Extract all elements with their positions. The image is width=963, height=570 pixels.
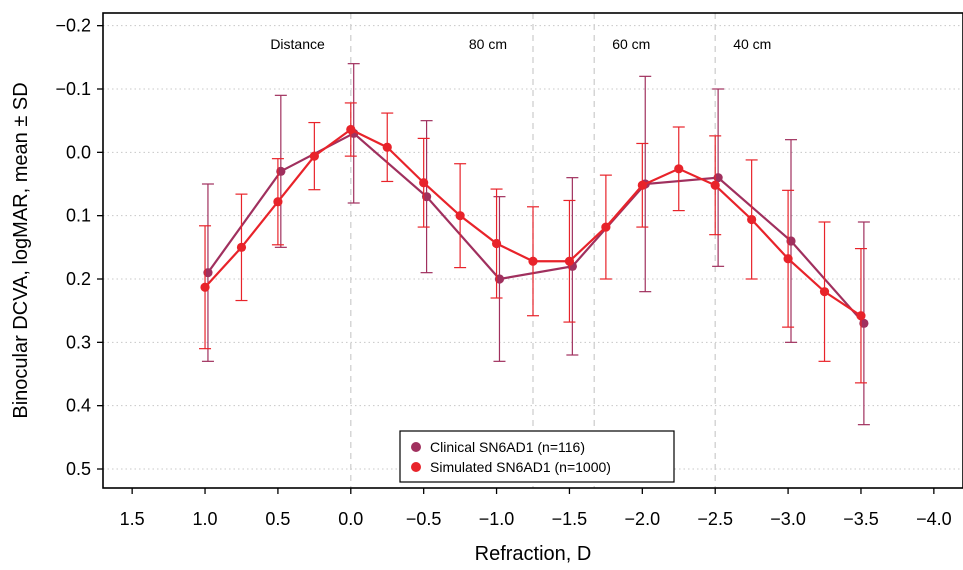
legend-label-simulated: Simulated SN6AD1 (n=1000) [430, 459, 611, 475]
data-point [236, 242, 247, 252]
y-tick-label: −0.2 [55, 16, 91, 36]
data-point [203, 268, 213, 278]
reference-line-label: Distance [270, 36, 325, 52]
data-point [273, 197, 283, 207]
data-point [819, 287, 830, 297]
data-point [491, 238, 502, 249]
data-point [713, 173, 723, 183]
data-point [783, 254, 793, 264]
x-tick-label: 0.5 [265, 509, 290, 529]
data-point [859, 318, 869, 328]
x-tick-label: −2.5 [697, 509, 733, 529]
reference-line-label: 40 cm [733, 36, 771, 52]
reference-line-label: 60 cm [612, 36, 650, 52]
data-point [419, 178, 429, 188]
y-tick-label: 0.4 [66, 396, 91, 416]
y-axis: −0.2 −0.1 0.0 0.1 0.2 0.3 0.4 0.5 [55, 16, 103, 479]
data-point [421, 192, 432, 202]
data-point [710, 180, 720, 190]
data-point [528, 256, 538, 266]
reference-lines: Distance 80 cm 60 cm 40 cm [270, 13, 771, 488]
legend-box [399, 430, 675, 483]
series-layer [199, 63, 870, 426]
x-tick-label: 0.0 [338, 509, 363, 529]
data-point [564, 256, 575, 266]
legend: Clinical SN6AD1 (n=116) Simulated SN6AD1… [399, 430, 675, 483]
x-tick-label: −1.5 [552, 509, 588, 529]
data-point [309, 151, 319, 161]
series-1 [199, 102, 867, 384]
data-point [601, 222, 611, 232]
x-tick-label: −2.0 [625, 509, 661, 529]
data-point [494, 274, 505, 284]
plot-frame [102, 12, 963, 489]
data-point [382, 142, 392, 152]
data-point [276, 166, 286, 176]
x-tick-label: −3.0 [770, 509, 806, 529]
x-tick-label: 1.5 [120, 509, 145, 529]
y-tick-label: 0.5 [66, 459, 91, 479]
series-line [207, 132, 865, 325]
y-axis-title: Binocular DCVA, logMAR, mean ± SD [10, 82, 32, 418]
x-tick-label: −0.5 [406, 509, 442, 529]
data-point [200, 282, 210, 292]
legend-marker-simulated [411, 462, 421, 472]
data-point [346, 124, 356, 135]
x-tick-label: 1.0 [193, 509, 218, 529]
legend-marker-clinical [411, 442, 421, 452]
series-0 [201, 63, 870, 426]
x-tick-label: −3.5 [843, 509, 879, 529]
data-point [674, 164, 684, 174]
data-point [455, 211, 465, 221]
y-tick-label: −0.1 [55, 79, 91, 99]
data-point [786, 236, 796, 246]
data-point [856, 311, 866, 321]
legend-label-clinical: Clinical SN6AD1 (n=116) [430, 439, 585, 455]
y-tick-label: 0.2 [66, 269, 91, 289]
y-tick-label: 0.0 [66, 142, 91, 162]
x-axis-title: Refraction, D [475, 543, 592, 565]
y-tick-label: 0.1 [66, 206, 91, 226]
x-axis: 1.5 1.0 0.5 0.0 −0.5 −1.0 −1.5 −2.0 −2.5 −3.0 −3.5… [120, 488, 952, 529]
data-point [747, 214, 757, 225]
y-tick-label: 0.3 [66, 332, 91, 352]
x-tick-label: −1.0 [479, 509, 515, 529]
reference-line-label: 80 cm [469, 36, 507, 52]
data-point [637, 180, 647, 190]
grid-lines [103, 25, 963, 470]
x-tick-label: −4.0 [916, 509, 952, 529]
